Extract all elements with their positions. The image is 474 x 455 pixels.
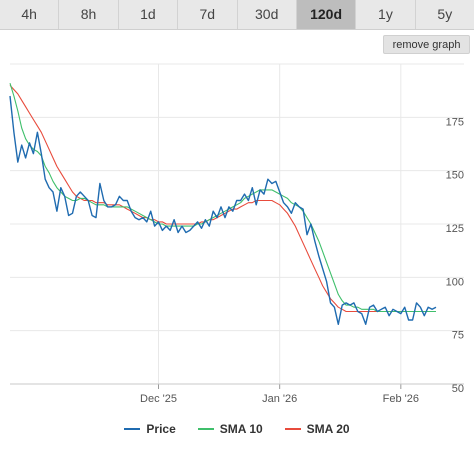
y-tick-label: 150 <box>446 170 464 182</box>
legend-label-price: Price <box>146 422 176 436</box>
range-tab-1y[interactable]: 1y <box>356 0 416 29</box>
legend-label-sma10: SMA 10 <box>219 422 263 436</box>
y-tick-label: 125 <box>446 223 464 235</box>
legend-swatch-price <box>124 428 141 430</box>
legend-item-price[interactable]: Price <box>124 422 176 436</box>
x-tick-label: Dec '25 <box>140 393 177 405</box>
range-tab-1d[interactable]: 1d <box>118 0 179 29</box>
x-tick-label: Feb '26 <box>383 393 419 405</box>
range-tab-5y[interactable]: 5y <box>415 0 474 29</box>
chart-legend: Price SMA 10 SMA 20 <box>0 418 474 440</box>
x-tick-label: Jan '26 <box>262 393 297 405</box>
legend-swatch-sma20 <box>284 428 301 430</box>
range-tab-30d[interactable]: 30d <box>237 0 297 29</box>
legend-swatch-sma10 <box>197 428 214 430</box>
range-tab-120d[interactable]: 120d <box>296 0 357 29</box>
remove-graph-button[interactable]: remove graph <box>383 35 470 54</box>
range-tab-7d[interactable]: 7d <box>178 0 238 29</box>
y-tick-label: 100 <box>446 276 464 288</box>
range-tab-4h[interactable]: 4h <box>0 0 60 29</box>
legend-label-sma20: SMA 20 <box>306 422 350 436</box>
y-tick-label: 50 <box>452 383 464 395</box>
time-range-tabs: 4h 8h 1d 7d 30d 120d 1y 5y <box>0 0 474 30</box>
legend-item-sma20[interactable]: SMA 20 <box>284 422 350 436</box>
y-tick-label: 175 <box>446 116 464 128</box>
series-line-price <box>9 95 437 325</box>
y-tick-label: 75 <box>452 330 464 342</box>
range-tab-8h[interactable]: 8h <box>59 0 119 29</box>
legend-item-sma10[interactable]: SMA 10 <box>197 422 263 436</box>
